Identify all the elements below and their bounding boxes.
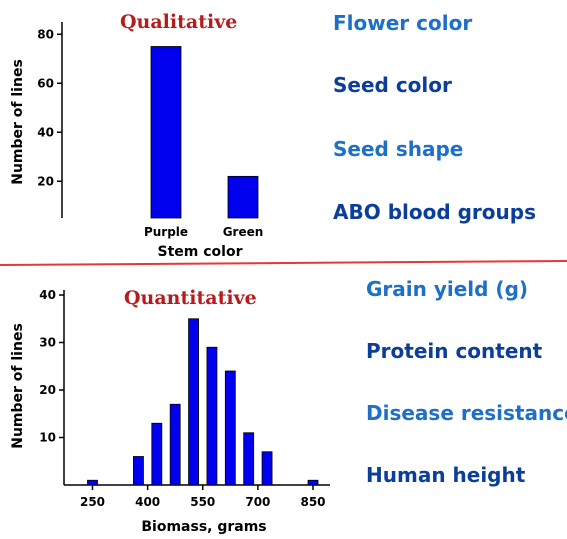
qualitative-x-tick-label: Purple <box>144 225 188 239</box>
quantitative-bar <box>206 346 218 486</box>
section-divider <box>0 260 567 266</box>
quantitative-y-axis-title: Number of lines <box>10 323 26 449</box>
quantitative-chart: Quantitative 10 20 30 40 250 400 550 700 850 Bi… <box>10 287 330 535</box>
quantitative-bar <box>133 456 144 486</box>
quantitative-bar <box>87 479 98 486</box>
qualitative-x-tick-label: Green <box>223 225 264 239</box>
qualitative-trait: Seed color <box>333 73 452 97</box>
qualitative-bar <box>150 46 182 219</box>
quantitative-y-ticks: 10 20 30 40 <box>39 288 64 445</box>
quantitative-trait-list: Grain yield (g) Protein content Disease … <box>366 277 567 487</box>
qualitative-y-tick-label: 80 <box>37 27 54 41</box>
quantitative-y-tick-label: 40 <box>39 288 56 302</box>
quantitative-x-axis-title: Biomass, grams <box>141 519 266 535</box>
qualitative-y-tick-label: 60 <box>37 76 54 90</box>
quantitative-y-tick-label: 30 <box>39 336 56 350</box>
quantitative-trait: Grain yield (g) <box>366 277 528 301</box>
quantitative-bar <box>151 422 163 486</box>
quantitative-x-tick-label: 700 <box>245 495 270 509</box>
quantitative-bar <box>188 318 199 486</box>
qualitative-trait: ABO blood groups <box>333 200 536 224</box>
quantitative-y-tick-label: 10 <box>39 431 56 445</box>
qualitative-y-tick-label: 40 <box>37 125 54 139</box>
qualitative-trait-list: Flower color Seed color Seed shape ABO b… <box>333 11 536 224</box>
quantitative-bar <box>169 403 181 486</box>
quantitative-bar <box>243 432 255 486</box>
quantitative-trait: Protein content <box>366 339 543 363</box>
qualitative-x-axis-title: Stem color <box>158 244 243 260</box>
quantitative-x-tick-label: 550 <box>190 495 215 509</box>
qualitative-bar <box>227 175 259 219</box>
quantitative-y-tick-label: 20 <box>39 383 56 397</box>
quantitative-bar <box>307 479 319 486</box>
qualitative-title: Qualitative <box>120 11 237 33</box>
qualitative-y-ticks: 20 40 60 80 <box>37 27 62 188</box>
qualitative-trait: Flower color <box>333 11 472 35</box>
quantitative-x-tick-label: 400 <box>135 495 160 509</box>
quantitative-bar <box>261 451 273 486</box>
quantitative-x-tick-label: 250 <box>80 495 105 509</box>
quantitative-trait: Human height <box>366 463 526 487</box>
qualitative-x-tick-labels: Purple Green <box>144 225 263 239</box>
quantitative-x-tick-label: 850 <box>300 495 325 509</box>
quantitative-bars <box>87 318 319 486</box>
quantitative-bar <box>224 370 236 486</box>
qualitative-chart: Qualitative 20 40 60 80 Purple Green Stem co… <box>10 11 263 260</box>
qualitative-bars <box>150 46 259 219</box>
quantitative-trait: Disease resistance <box>366 401 567 425</box>
qualitative-y-axis-title: Number of lines <box>10 59 26 185</box>
qualitative-trait: Seed shape <box>333 137 463 161</box>
quantitative-x-ticks: 250 400 550 700 850 <box>80 485 326 509</box>
qualitative-y-tick-label: 20 <box>37 174 54 188</box>
quantitative-title: Quantitative <box>124 287 257 309</box>
